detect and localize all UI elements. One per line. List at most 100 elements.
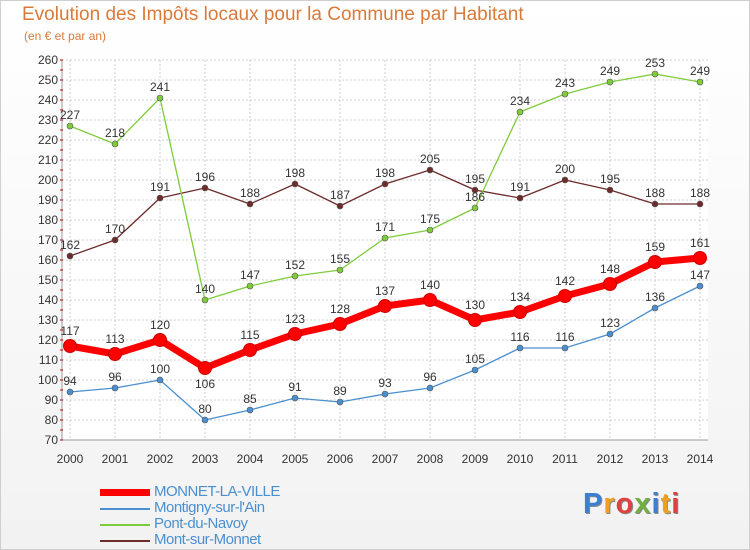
x-tick-label: 2012 — [597, 452, 624, 466]
data-point-montigny-sur-l-ain — [66, 388, 74, 396]
data-point-monnet-la-ville — [243, 343, 257, 357]
data-label-montigny-sur-l-ain: 147 — [690, 268, 710, 282]
y-tick-label: 90 — [45, 393, 59, 407]
data-point-montigny-sur-l-ain — [471, 366, 479, 374]
data-label-pont-du-navoy: 227 — [60, 108, 80, 122]
data-label-pont-du-navoy: 249 — [600, 64, 620, 78]
y-tick-label: 180 — [38, 213, 58, 227]
data-label-monnet-la-ville: 161 — [690, 236, 710, 250]
data-point-montigny-sur-l-ain — [381, 390, 389, 398]
x-tick-label: 2014 — [687, 452, 714, 466]
y-tick-label: 70 — [45, 433, 59, 447]
data-label-pont-du-navoy: 140 — [195, 282, 215, 296]
data-label-montigny-sur-l-ain: 91 — [288, 380, 302, 394]
data-point-montigny-sur-l-ain — [336, 398, 344, 406]
legend-line-pont-du-navoy — [100, 524, 150, 526]
data-point-mont-sur-monnet — [66, 252, 74, 260]
data-label-mont-sur-monnet: 188 — [645, 186, 665, 200]
data-point-pont-du-navoy — [651, 70, 659, 78]
data-label-montigny-sur-l-ain: 100 — [150, 362, 170, 376]
data-point-monnet-la-ville — [108, 347, 122, 361]
data-point-mont-sur-monnet — [291, 180, 299, 188]
data-point-montigny-sur-l-ain — [606, 330, 614, 338]
y-tick-label: 110 — [39, 353, 58, 367]
data-label-monnet-la-ville: 123 — [285, 312, 305, 326]
data-point-montigny-sur-l-ain — [561, 344, 569, 352]
proxiti-logo: Proxiti — [583, 488, 680, 521]
data-label-mont-sur-monnet: 191 — [510, 180, 530, 194]
x-tick-label: 2011 — [552, 452, 578, 466]
data-point-pont-du-navoy — [246, 282, 254, 290]
data-point-mont-sur-monnet — [246, 200, 254, 208]
data-point-monnet-la-ville — [513, 305, 527, 319]
data-label-montigny-sur-l-ain: 136 — [645, 290, 665, 304]
data-point-mont-sur-monnet — [651, 200, 659, 208]
data-point-pont-du-navoy — [201, 296, 209, 304]
legend-item-monnet-la-ville: MONNET-LA-VILLE — [100, 483, 360, 500]
x-tick-label: 2006 — [327, 452, 354, 466]
data-label-pont-du-navoy: 249 — [690, 64, 710, 78]
data-label-montigny-sur-l-ain: 96 — [423, 370, 437, 384]
data-point-montigny-sur-l-ain — [516, 344, 524, 352]
data-label-pont-du-navoy: 155 — [330, 252, 350, 266]
y-tick-label: 80 — [45, 413, 59, 427]
data-label-montigny-sur-l-ain: 94 — [63, 374, 77, 388]
data-point-mont-sur-monnet — [336, 202, 344, 210]
y-tick-label: 160 — [38, 253, 58, 267]
data-point-pont-du-navoy — [516, 108, 524, 116]
legend-item-montigny-sur-lain: Montigny-sur-l'Ain — [100, 499, 360, 516]
data-label-montigny-sur-l-ain: 123 — [600, 316, 620, 330]
y-tick-label: 170 — [38, 233, 58, 247]
data-label-pont-du-navoy: 241 — [150, 80, 170, 94]
data-label-pont-du-navoy: 171 — [375, 220, 395, 234]
data-point-mont-sur-monnet — [201, 184, 209, 192]
data-point-pont-du-navoy — [426, 226, 434, 234]
data-label-monnet-la-ville: 106 — [195, 377, 215, 391]
x-tick-label: 2002 — [147, 452, 174, 466]
data-point-pont-du-navoy — [156, 94, 164, 102]
x-tick-label: 2008 — [417, 452, 444, 466]
data-label-mont-sur-monnet: 205 — [420, 152, 440, 166]
data-point-pont-du-navoy — [291, 272, 299, 280]
data-point-mont-sur-monnet — [516, 194, 524, 202]
data-point-montigny-sur-l-ain — [291, 394, 299, 402]
x-tick-label: 2010 — [507, 452, 534, 466]
data-point-pont-du-navoy — [471, 204, 479, 212]
logo-letter: o — [615, 488, 635, 520]
legend-item-pont-du-navoy: Pont-du-Navoy — [100, 515, 360, 532]
data-point-montigny-sur-l-ain — [156, 376, 164, 384]
x-tick-label: 2004 — [237, 452, 264, 466]
legend-label: MONNET-LA-VILLE — [154, 483, 280, 500]
data-label-pont-du-navoy: 175 — [420, 212, 440, 226]
data-label-mont-sur-monnet: 170 — [105, 222, 125, 236]
legend-line-montigny-sur-lain — [100, 508, 150, 510]
logo-letter: P — [583, 488, 604, 520]
data-point-monnet-la-ville — [288, 327, 302, 341]
data-label-monnet-la-ville: 117 — [60, 324, 79, 338]
data-label-monnet-la-ville: 137 — [375, 284, 395, 298]
data-label-pont-du-navoy: 218 — [105, 126, 125, 140]
data-label-montigny-sur-l-ain: 116 — [555, 330, 574, 344]
data-point-pont-du-navoy — [111, 140, 119, 148]
data-label-mont-sur-monnet: 200 — [555, 162, 575, 176]
data-label-mont-sur-monnet: 198 — [375, 166, 395, 180]
data-label-pont-du-navoy: 253 — [645, 56, 665, 70]
page-title: Evolution des Impôts locaux pour la Comm… — [22, 4, 524, 25]
data-label-montigny-sur-l-ain: 89 — [333, 384, 347, 398]
data-point-monnet-la-ville — [378, 299, 392, 313]
data-label-monnet-la-ville: 128 — [330, 302, 350, 316]
data-point-mont-sur-monnet — [156, 194, 164, 202]
y-tick-label: 230 — [38, 113, 58, 127]
y-tick-label: 260 — [38, 53, 58, 67]
data-label-monnet-la-ville: 113 — [105, 332, 124, 346]
data-point-montigny-sur-l-ain — [111, 384, 119, 392]
data-point-pont-du-navoy — [561, 90, 569, 98]
y-tick-label: 240 — [38, 93, 58, 107]
y-tick-label: 100 — [38, 373, 58, 387]
data-label-montigny-sur-l-ain: 85 — [243, 392, 257, 406]
logo-letter: i — [651, 488, 661, 520]
data-point-montigny-sur-l-ain — [201, 416, 209, 424]
data-label-montigny-sur-l-ain: 116 — [510, 330, 529, 344]
y-tick-label: 210 — [38, 153, 58, 167]
data-label-monnet-la-ville: 134 — [510, 290, 530, 304]
